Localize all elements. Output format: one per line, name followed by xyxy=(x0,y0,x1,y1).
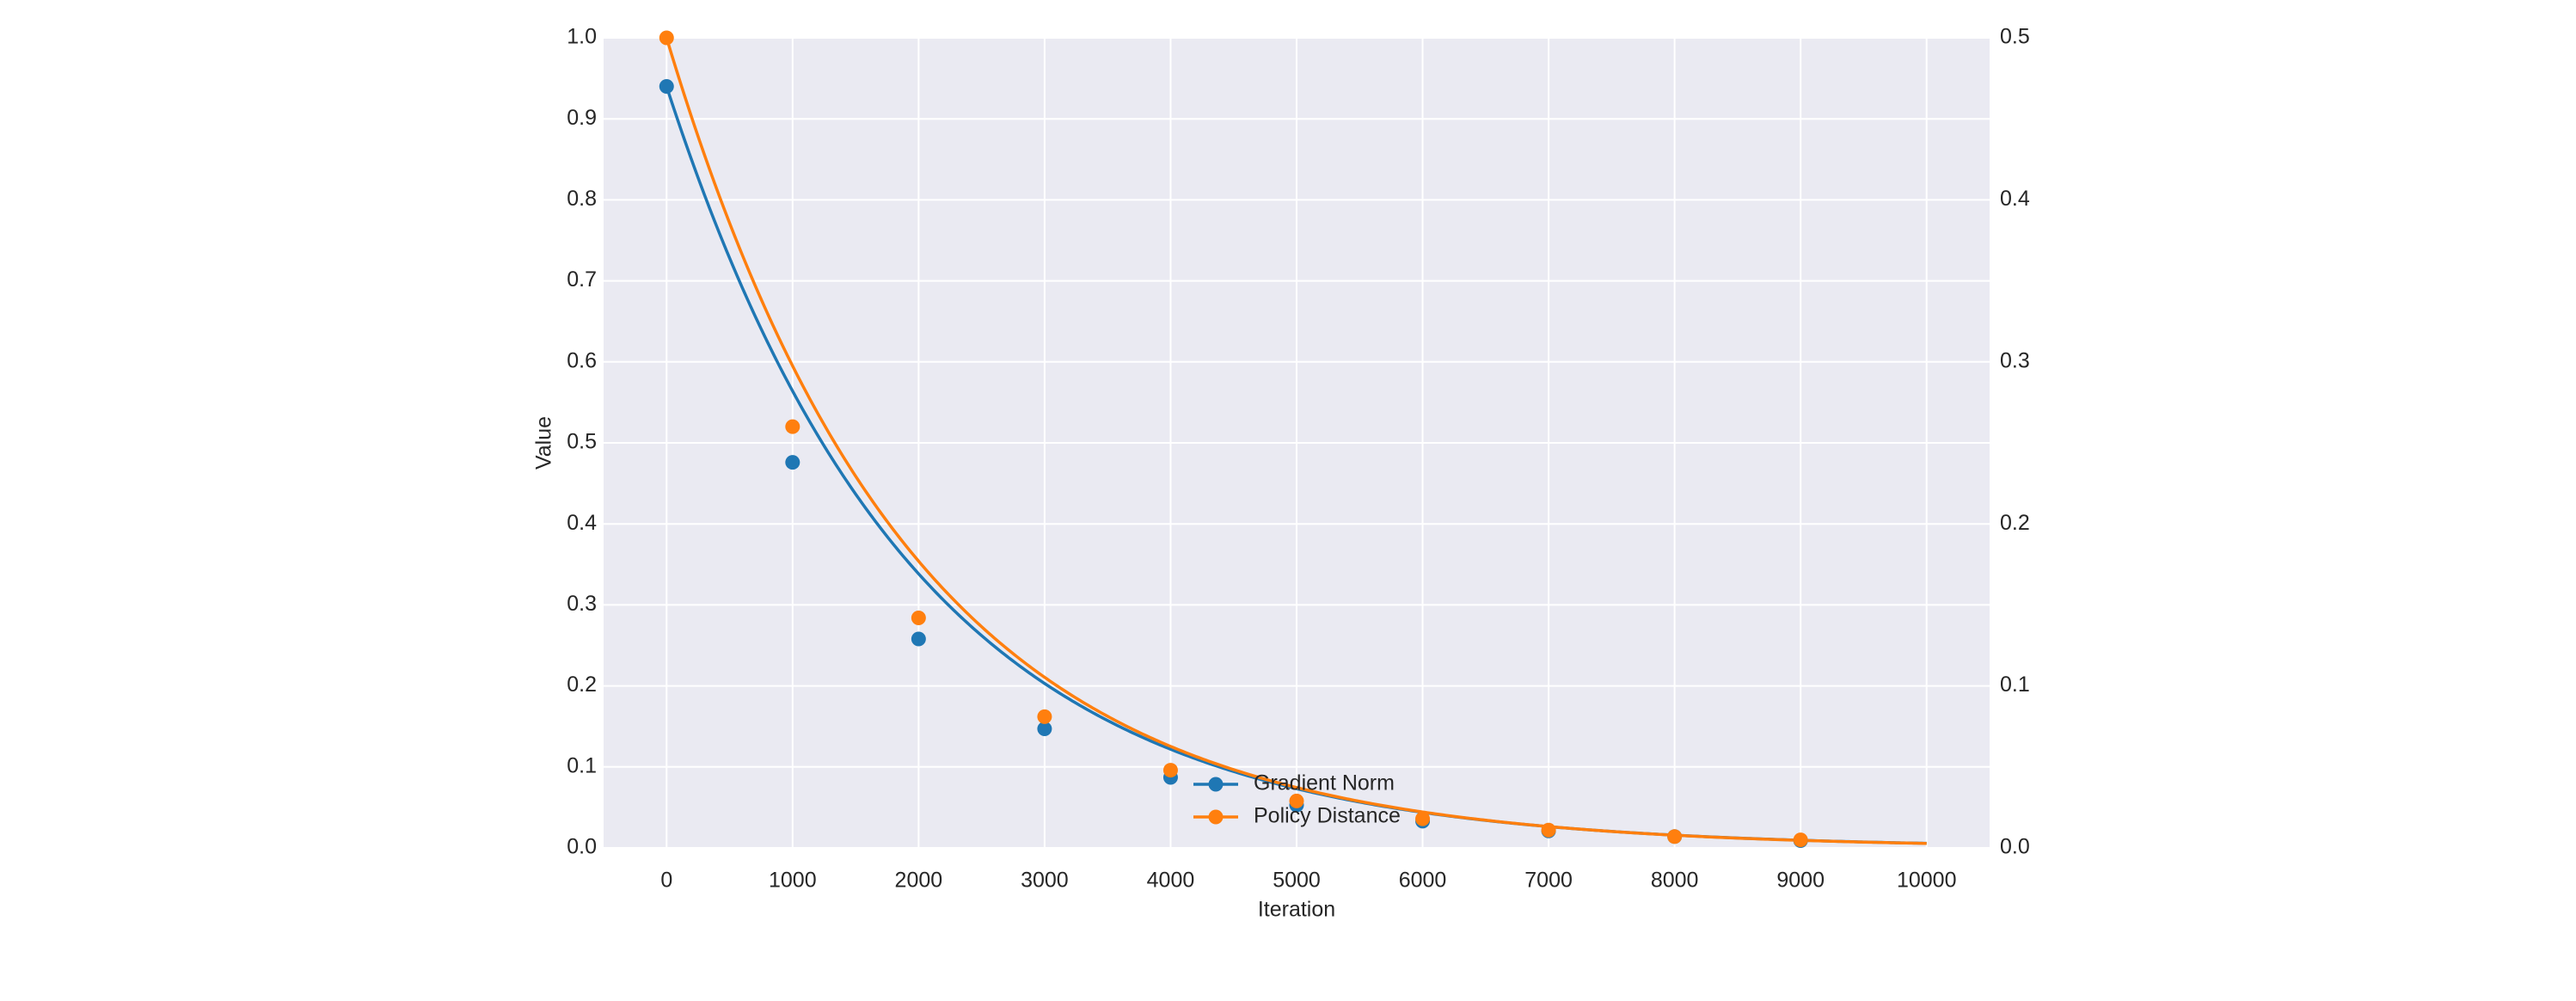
y-tick-label: 0.9 xyxy=(567,106,597,130)
y-tick-label: 1.0 xyxy=(567,25,597,49)
data-point xyxy=(659,79,674,95)
y-axis-label: Value xyxy=(532,416,556,470)
y2-tick-label: 0.3 xyxy=(2000,348,2030,372)
series-lines xyxy=(665,37,1927,845)
x-tick-label: 3000 xyxy=(1021,869,1069,893)
data-point xyxy=(911,610,926,625)
y-tick-label: 0.0 xyxy=(567,835,597,859)
data-point xyxy=(1793,832,1808,848)
y2-tick-label: 0.0 xyxy=(2000,835,2030,859)
y-tick-label: 0.3 xyxy=(567,592,597,616)
x-tick-label: 4000 xyxy=(1147,869,1195,893)
x-tick-label: 2000 xyxy=(895,869,943,893)
x-tick-label: 1000 xyxy=(769,869,817,893)
y-tick-label: 0.1 xyxy=(567,753,597,777)
x-tick-label: 9000 xyxy=(1776,869,1825,893)
data-point xyxy=(785,455,800,470)
data-point xyxy=(1667,829,1683,844)
y-tick-label: 0.6 xyxy=(567,348,597,372)
x-tick-label: 5000 xyxy=(1273,869,1321,893)
y2-tick-label: 0.1 xyxy=(2000,672,2030,697)
y-tick-label: 0.2 xyxy=(567,672,597,697)
y2-axis-ticks: 0.0 0.1 0.2 0.3 0.4 0.5 xyxy=(2000,25,2030,859)
series-line-1 xyxy=(665,37,1927,845)
x-axis-label: Iteration xyxy=(1258,898,1335,922)
x-tick-label: 10000 xyxy=(1897,869,1957,893)
legend-marker-gradient-norm xyxy=(1208,777,1224,792)
data-point xyxy=(1162,763,1178,778)
legend-entry-gradient-norm: Gradient Norm xyxy=(1193,771,1395,795)
x-tick-label: 8000 xyxy=(1651,869,1699,893)
x-tick-label: 0 xyxy=(660,869,672,893)
y2-tick-label: 0.2 xyxy=(2000,511,2030,535)
grid-lines xyxy=(604,37,1990,849)
y2-tick-label: 0.4 xyxy=(2000,187,2030,211)
series-markers xyxy=(659,30,1808,849)
y-axis-ticks: 0.0 0.1 0.2 0.3 0.4 0.5 0.6 0.7 0.8 0.9 1.0 xyxy=(567,25,597,859)
data-point xyxy=(1415,811,1431,826)
data-point xyxy=(1037,709,1052,724)
data-point xyxy=(911,631,926,647)
y-tick-label: 0.5 xyxy=(567,430,597,454)
data-point xyxy=(785,419,800,434)
data-point xyxy=(1289,793,1304,808)
y-tick-label: 0.8 xyxy=(567,187,597,211)
data-point xyxy=(659,30,674,46)
legend-marker-policy-distance xyxy=(1208,809,1224,825)
data-point xyxy=(1541,822,1556,838)
y-tick-label: 0.7 xyxy=(567,267,597,292)
x-tick-label: 6000 xyxy=(1399,869,1447,893)
legend-entry-policy-distance: Policy Distance xyxy=(1193,804,1401,828)
y2-tick-label: 0.5 xyxy=(2000,25,2030,49)
legend: Gradient Norm Policy Distance xyxy=(1193,771,1401,828)
data-point xyxy=(1037,722,1052,737)
x-tick-label: 7000 xyxy=(1524,869,1573,893)
x-axis-ticks: 0 1000 2000 3000 4000 5000 6000 7000 8000 9000 100… xyxy=(660,869,1956,893)
legend-label-policy-distance: Policy Distance xyxy=(1254,804,1401,828)
y-tick-label: 0.4 xyxy=(567,511,597,535)
legend-label-gradient-norm: Gradient Norm xyxy=(1254,771,1395,795)
